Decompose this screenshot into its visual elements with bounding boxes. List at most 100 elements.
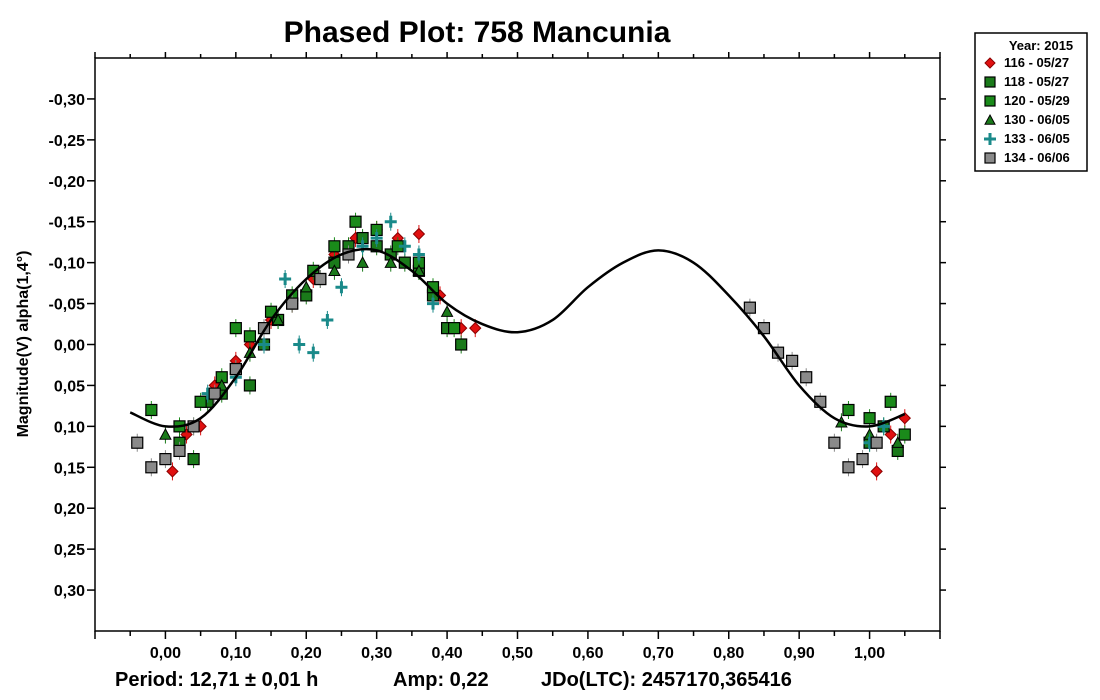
data-point <box>208 387 221 400</box>
data-point <box>469 321 482 335</box>
x-tick-label: 0,60 <box>572 645 603 662</box>
data-point <box>384 215 397 228</box>
data-point <box>828 436 841 449</box>
data-point <box>384 256 398 268</box>
data-point <box>455 338 468 351</box>
data-point <box>159 453 172 466</box>
data-point <box>426 281 440 294</box>
data-point <box>427 297 439 310</box>
data-point <box>166 465 179 478</box>
data-point <box>891 436 905 448</box>
data-point <box>187 453 200 466</box>
y-tick-label: 0,15 <box>54 460 85 477</box>
legend-marker <box>984 76 996 88</box>
x-axis: 0,00 0,10 0,20 0,30 0,40 0,50 0,60 0,70 0,80 0,90… <box>94 52 941 662</box>
data-point <box>743 301 756 314</box>
y-tick-label: -0,05 <box>49 297 86 314</box>
legend: Year: 2015 116 - 05/27 118 - 05/27 120 - 0… <box>974 32 1088 172</box>
legend-label: 133 - 06/05 <box>1004 131 1070 146</box>
data-point <box>194 395 207 408</box>
data-point <box>328 264 341 277</box>
data-point <box>884 395 897 408</box>
legend-label: 120 - 05/29 <box>1004 93 1070 108</box>
data-point <box>286 297 299 310</box>
data-point <box>412 227 426 241</box>
data-point <box>870 465 883 478</box>
data-point <box>293 338 306 351</box>
data-point <box>299 280 313 293</box>
legend-label: 118 - 05/27 <box>1004 74 1069 89</box>
footer: Period: 12,71 ± 0,01 h Amp: 0,22 JDo(LTC… <box>115 669 792 691</box>
period-readout: Period: 12,71 ± 0,01 h <box>115 669 318 691</box>
data-point <box>842 403 855 417</box>
data-point <box>448 322 461 335</box>
y-tick-label: 0,05 <box>54 378 85 395</box>
y-tick-label: -0,25 <box>49 133 86 150</box>
data-point <box>440 305 454 317</box>
y-axis: -0,30 -0,25 -0,20 -0,15 -0,10 -0,05 0,00 0,05 0,… <box>49 92 946 600</box>
data-point <box>412 248 425 261</box>
data-point <box>314 272 327 286</box>
data-point <box>271 313 285 326</box>
y-tick-label: -0,20 <box>49 174 86 191</box>
legend-marker <box>984 95 996 107</box>
data-point <box>145 461 158 474</box>
data-point <box>370 232 383 245</box>
fit-curve <box>129 247 906 428</box>
data-point <box>229 322 242 335</box>
y-tick-label: 0,00 <box>54 338 85 355</box>
data-point <box>863 412 876 425</box>
legend-marker <box>984 133 996 145</box>
legend-label: 116 - 05/27 <box>1004 55 1069 70</box>
y-tick-label: 0,25 <box>54 542 85 559</box>
amplitude-readout: Amp: 0,22 <box>393 669 489 691</box>
data-point <box>243 330 257 343</box>
x-tick-label: 0,30 <box>361 645 392 662</box>
x-tick-label: 0,10 <box>220 645 251 662</box>
data-point <box>398 240 411 253</box>
x-tick-label: 0,00 <box>150 645 181 662</box>
data-point <box>321 313 334 326</box>
data-point <box>279 273 292 286</box>
data-point <box>307 264 320 277</box>
data-point <box>786 354 799 367</box>
x-tick-label: 0,70 <box>643 645 674 662</box>
data-point <box>356 256 369 268</box>
chart-title: Phased Plot: 758 Mancunia <box>284 16 671 49</box>
y-tick-label: 0,30 <box>54 583 85 600</box>
data-point <box>814 395 827 408</box>
data-point <box>898 428 911 441</box>
data-point <box>258 338 270 351</box>
plot-area-frame <box>94 57 941 632</box>
y-axis-label: Magnitude(V) alpha(1,4°) <box>15 251 32 438</box>
data-point <box>328 240 341 253</box>
data-point <box>842 461 855 474</box>
data-point <box>870 436 883 449</box>
legend-marker <box>984 152 996 164</box>
x-tick-label: 0,40 <box>432 645 463 662</box>
epoch-readout: JDo(LTC): 2457170,365416 <box>541 669 792 691</box>
legend-marker <box>984 57 996 69</box>
legend-label: 130 - 06/05 <box>1004 112 1070 127</box>
data-point <box>159 427 172 440</box>
data-point <box>800 371 813 384</box>
data-points-layer <box>131 212 911 481</box>
y-tick-label: 0,10 <box>54 419 85 436</box>
x-tick-label: 0,90 <box>784 645 815 662</box>
data-point <box>243 379 257 392</box>
data-point <box>145 403 158 417</box>
x-tick-label: 0,50 <box>502 645 533 662</box>
data-point <box>131 436 144 449</box>
y-tick-label: -0,15 <box>49 215 86 232</box>
y-tick-label: -0,30 <box>49 92 86 109</box>
legend-label: 134 - 06/06 <box>1004 150 1070 165</box>
data-point <box>349 215 362 228</box>
legend-title: Year: 2015 <box>1009 38 1073 53</box>
data-point <box>307 346 320 359</box>
legend-marker <box>984 113 996 125</box>
data-point <box>856 453 869 466</box>
x-tick-label: 1,00 <box>854 645 885 662</box>
y-tick-label: 0,20 <box>54 501 85 518</box>
data-point <box>335 281 348 294</box>
